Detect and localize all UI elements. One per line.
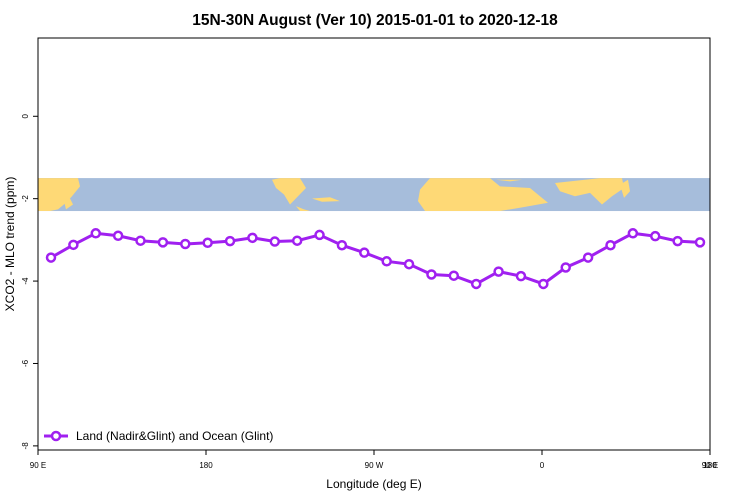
data-point <box>560 262 571 273</box>
map-land-5 <box>418 178 548 212</box>
legend-marker-swatch <box>50 430 62 442</box>
y-tick-label: -4 <box>21 277 30 285</box>
data-point <box>426 269 437 280</box>
data-point <box>180 238 191 250</box>
data-point <box>202 237 213 249</box>
data-point <box>448 270 460 281</box>
map-land-4 <box>296 206 310 212</box>
data-point <box>359 247 370 258</box>
data-point <box>381 256 392 267</box>
data-point <box>157 237 169 248</box>
data-point <box>112 230 124 242</box>
data-point <box>68 239 79 251</box>
data-point <box>247 232 258 244</box>
y-axis: 0 -2 -4 -6 -8 <box>21 114 38 450</box>
series-line <box>50 231 701 286</box>
data-point <box>269 236 281 247</box>
data-point <box>45 252 57 263</box>
data-point <box>605 239 616 251</box>
x-tick-label: 0 <box>540 461 545 470</box>
data-point <box>90 228 102 239</box>
data-point <box>672 235 683 247</box>
data-point <box>336 239 348 251</box>
x-tick-label: 180 <box>199 461 213 470</box>
legend: Land (Nadir&Glint) and Ocean (Glint) <box>44 429 273 443</box>
x-axis-label: Longitude (deg E) <box>326 477 421 491</box>
data-point <box>314 229 325 241</box>
map-land-3 <box>312 197 340 202</box>
map-land-6 <box>555 178 624 205</box>
x-tick-label: 90 W <box>365 461 384 470</box>
map-land-1 <box>64 198 73 210</box>
map-land-2 <box>272 178 306 205</box>
data-point <box>135 235 146 246</box>
data-point <box>515 270 527 282</box>
x-tick-label: 90 E <box>30 461 46 470</box>
data-point <box>291 235 303 246</box>
x-tick-label: 90 E <box>702 461 718 470</box>
world-map-strip <box>38 178 710 212</box>
series-layer <box>45 228 706 290</box>
data-point <box>224 235 236 247</box>
map-land-0 <box>38 178 80 212</box>
data-point <box>470 278 482 290</box>
y-tick-label: -8 <box>21 442 30 450</box>
y-axis-label: XCO2 - MLO trend (ppm) <box>3 177 17 312</box>
y-tick-label: 0 <box>21 114 30 119</box>
data-point <box>649 230 661 242</box>
map-land-7 <box>620 179 630 198</box>
y-tick-label: -2 <box>21 195 30 203</box>
data-point <box>538 278 549 290</box>
chart-title: 15N-30N August (Ver 10) 2015-01-01 to 20… <box>192 12 558 29</box>
y-tick-label: -6 <box>21 359 30 367</box>
data-point <box>627 228 639 239</box>
data-point <box>694 237 706 248</box>
data-point <box>493 266 504 277</box>
legend-label: Land (Nadir&Glint) and Ocean (Glint) <box>76 429 273 443</box>
x-tick-label: 180 <box>703 461 717 470</box>
data-point <box>403 258 415 270</box>
map-land-8 <box>496 179 522 182</box>
data-point <box>582 252 594 263</box>
